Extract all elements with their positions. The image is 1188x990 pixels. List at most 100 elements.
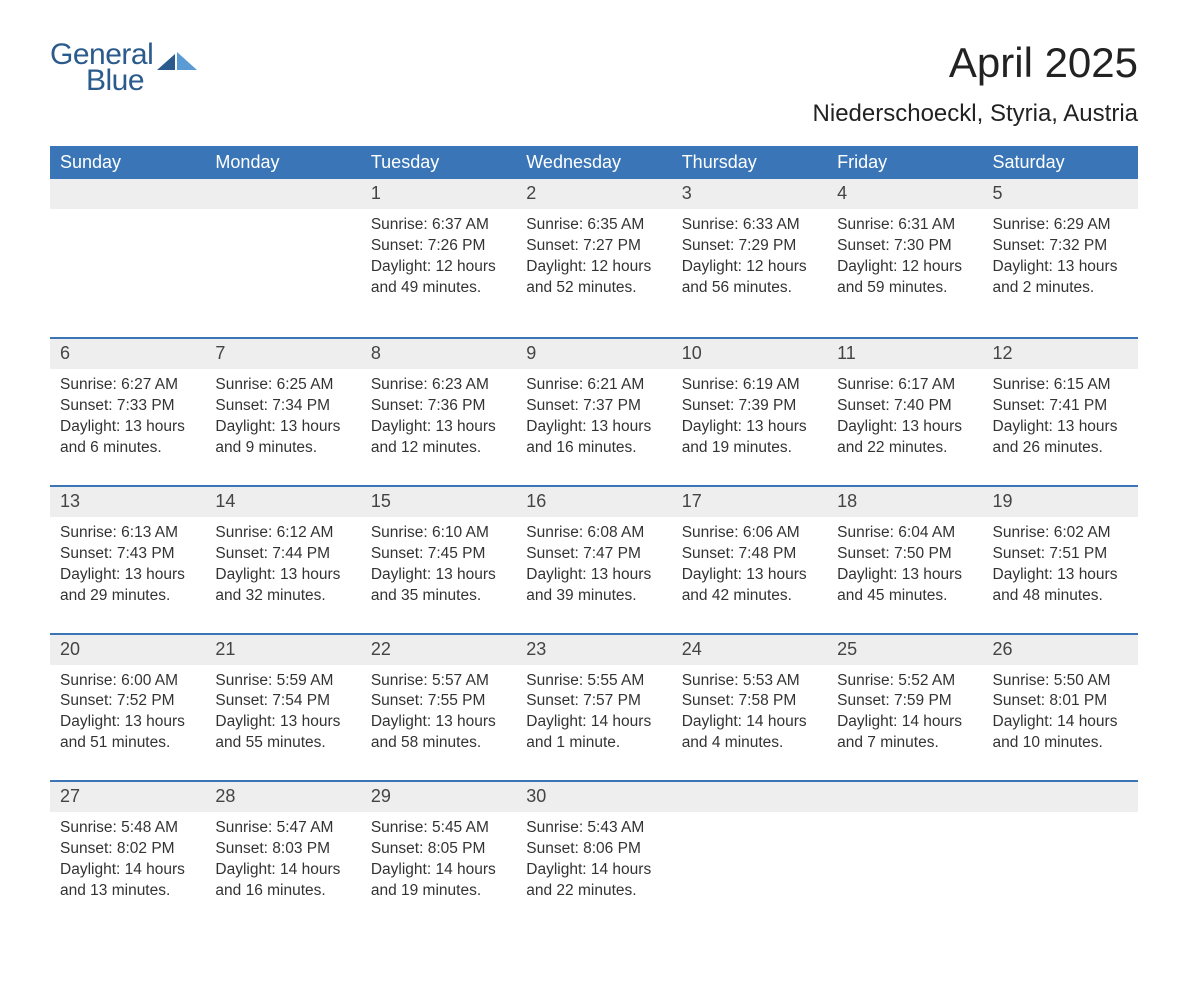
sunrise-line: Sunrise: 6:25 AM bbox=[215, 375, 350, 396]
day-number-cell: 18 bbox=[827, 486, 982, 517]
col-wednesday: Wednesday bbox=[516, 146, 671, 179]
daylight-line: Daylight: 13 hours and 32 minutes. bbox=[215, 565, 350, 607]
week-daynum-row: 6789101112 bbox=[50, 338, 1138, 369]
day-content bbox=[672, 812, 827, 940]
day-content-cell: Sunrise: 5:48 AMSunset: 8:02 PMDaylight:… bbox=[50, 812, 205, 940]
sunset-line: Sunset: 7:27 PM bbox=[526, 236, 661, 257]
day-number-cell: 4 bbox=[827, 179, 982, 209]
sunrise-line: Sunrise: 6:10 AM bbox=[371, 523, 506, 544]
day-number-cell: 25 bbox=[827, 634, 982, 665]
sunrise-line: Sunrise: 5:50 AM bbox=[993, 671, 1128, 692]
day-number-cell: 9 bbox=[516, 338, 671, 369]
daylight-line: Daylight: 14 hours and 1 minute. bbox=[526, 712, 661, 754]
day-content-cell: Sunrise: 6:23 AMSunset: 7:36 PMDaylight:… bbox=[361, 369, 516, 486]
day-content-cell bbox=[827, 812, 982, 940]
week-content-row: Sunrise: 5:48 AMSunset: 8:02 PM Daylight:… bbox=[50, 812, 1138, 940]
day-number: 22 bbox=[361, 635, 516, 665]
day-content-cell: Sunrise: 5:43 AMSunset: 8:06 PMDaylight:… bbox=[516, 812, 671, 940]
day-number: 20 bbox=[50, 635, 205, 665]
week-content-row: Sunrise: 6:37 AMSunset: 7:26 PMDaylight:… bbox=[50, 209, 1138, 338]
day-content: Sunrise: 5:47 AMSunset: 8:03 PMDaylight:… bbox=[205, 812, 360, 928]
day-number: 13 bbox=[50, 487, 205, 517]
week-daynum-row: 20212223242526 bbox=[50, 634, 1138, 665]
sunrise-line: Sunrise: 5:55 AM bbox=[526, 671, 661, 692]
day-content-cell: Sunrise: 6:25 AMSunset: 7:34 PMDaylight:… bbox=[205, 369, 360, 486]
sunset-line: Sunset: 7:43 PM bbox=[60, 544, 195, 565]
sunset-line: Sunset: 7:26 PM bbox=[371, 236, 506, 257]
day-content: Sunrise: 6:37 AMSunset: 7:26 PMDaylight:… bbox=[361, 209, 516, 325]
day-content-cell bbox=[205, 209, 360, 338]
daylight-line: Daylight: 13 hours and 39 minutes. bbox=[526, 565, 661, 607]
day-content-cell: Sunrise: 5:55 AMSunset: 7:57 PMDaylight:… bbox=[516, 665, 671, 782]
day-content: Sunrise: 5:59 AMSunset: 7:54 PMDaylight:… bbox=[205, 665, 360, 781]
daylight-line: Daylight: 12 hours and 49 minutes. bbox=[371, 257, 506, 299]
day-number: 21 bbox=[205, 635, 360, 665]
day-content-cell: Sunrise: 6:27 AMSunset: 7:33 PMDaylight:… bbox=[50, 369, 205, 486]
day-number-cell: 16 bbox=[516, 486, 671, 517]
col-monday: Monday bbox=[205, 146, 360, 179]
day-content-cell: Sunrise: 6:06 AMSunset: 7:48 PMDaylight:… bbox=[672, 517, 827, 634]
sunset-line: Sunset: 8:02 PM bbox=[60, 839, 195, 860]
day-content: Sunrise: 6:12 AMSunset: 7:44 PMDaylight:… bbox=[205, 517, 360, 633]
day-number: 25 bbox=[827, 635, 982, 665]
day-content: Sunrise: 6:00 AMSunset: 7:52 PMDaylight:… bbox=[50, 665, 205, 781]
day-content-cell: Sunrise: 5:52 AMSunset: 7:59 PMDaylight:… bbox=[827, 665, 982, 782]
col-friday: Friday bbox=[827, 146, 982, 179]
day-number-cell: 10 bbox=[672, 338, 827, 369]
day-number-cell: 27 bbox=[50, 781, 205, 812]
sunrise-line: Sunrise: 6:12 AM bbox=[215, 523, 350, 544]
sunrise-line: Sunrise: 5:48 AM bbox=[60, 818, 195, 839]
sunset-line: Sunset: 7:59 PM bbox=[837, 691, 972, 712]
daylight-line: Daylight: 13 hours and 19 minutes. bbox=[682, 417, 817, 459]
day-number-cell: 23 bbox=[516, 634, 671, 665]
daylight-line: Daylight: 13 hours and 12 minutes. bbox=[371, 417, 506, 459]
day-number-cell: 24 bbox=[672, 634, 827, 665]
daylight-line: Daylight: 14 hours and 22 minutes. bbox=[526, 860, 661, 902]
day-content: Sunrise: 6:13 AMSunset: 7:43 PMDaylight:… bbox=[50, 517, 205, 633]
brand-logo: General Blue bbox=[50, 40, 199, 96]
day-number: 9 bbox=[516, 339, 671, 369]
week-daynum-row: 27282930 bbox=[50, 781, 1138, 812]
day-number: 18 bbox=[827, 487, 982, 517]
day-content-cell: Sunrise: 5:50 AMSunset: 8:01 PMDaylight:… bbox=[983, 665, 1138, 782]
day-content-cell: Sunrise: 6:29 AMSunset: 7:32 PMDaylight:… bbox=[983, 209, 1138, 338]
day-number-cell: 15 bbox=[361, 486, 516, 517]
month-title: April 2025 bbox=[813, 40, 1138, 86]
col-saturday: Saturday bbox=[983, 146, 1138, 179]
day-content-cell: Sunrise: 6:35 AMSunset: 7:27 PMDaylight:… bbox=[516, 209, 671, 338]
sunset-line: Sunset: 7:39 PM bbox=[682, 396, 817, 417]
sunrise-line: Sunrise: 6:21 AM bbox=[526, 375, 661, 396]
day-content-cell: Sunrise: 5:53 AMSunset: 7:58 PMDaylight:… bbox=[672, 665, 827, 782]
sunset-line: Sunset: 8:03 PM bbox=[215, 839, 350, 860]
sunset-line: Sunset: 7:37 PM bbox=[526, 396, 661, 417]
header-row: General Blue April 2025 Niederschoeckl, … bbox=[50, 40, 1138, 128]
day-number: 14 bbox=[205, 487, 360, 517]
day-content: Sunrise: 5:50 AMSunset: 8:01 PMDaylight:… bbox=[983, 665, 1138, 781]
sunset-line: Sunset: 8:05 PM bbox=[371, 839, 506, 860]
day-number-cell: 30 bbox=[516, 781, 671, 812]
sunrise-line: Sunrise: 6:37 AM bbox=[371, 215, 506, 236]
col-tuesday: Tuesday bbox=[361, 146, 516, 179]
week-content-row: Sunrise: 6:13 AMSunset: 7:43 PMDaylight:… bbox=[50, 517, 1138, 634]
day-number: 17 bbox=[672, 487, 827, 517]
day-number-cell: 1 bbox=[361, 179, 516, 209]
day-number bbox=[205, 179, 360, 209]
day-content-cell: Sunrise: 6:15 AMSunset: 7:41 PMDaylight:… bbox=[983, 369, 1138, 486]
day-number-cell: 21 bbox=[205, 634, 360, 665]
daylight-line: Daylight: 13 hours and 55 minutes. bbox=[215, 712, 350, 754]
sunset-line: Sunset: 7:50 PM bbox=[837, 544, 972, 565]
day-number-cell bbox=[827, 781, 982, 812]
day-content-cell: Sunrise: 6:37 AMSunset: 7:26 PMDaylight:… bbox=[361, 209, 516, 338]
day-content-cell: Sunrise: 6:08 AMSunset: 7:47 PMDaylight:… bbox=[516, 517, 671, 634]
daylight-line: Daylight: 14 hours and 4 minutes. bbox=[682, 712, 817, 754]
day-content: Sunrise: 5:48 AMSunset: 8:02 PMDaylight:… bbox=[50, 812, 205, 928]
day-number: 3 bbox=[672, 179, 827, 209]
day-content: Sunrise: 6:04 AMSunset: 7:50 PMDaylight:… bbox=[827, 517, 982, 633]
day-content-cell: Sunrise: 5:59 AMSunset: 7:54 PMDaylight:… bbox=[205, 665, 360, 782]
day-number: 19 bbox=[983, 487, 1138, 517]
col-sunday: Sunday bbox=[50, 146, 205, 179]
day-number-cell bbox=[50, 179, 205, 209]
day-content-cell: Sunrise: 6:10 AMSunset: 7:45 PMDaylight:… bbox=[361, 517, 516, 634]
day-number: 26 bbox=[983, 635, 1138, 665]
day-content: Sunrise: 5:57 AMSunset: 7:55 PMDaylight:… bbox=[361, 665, 516, 781]
